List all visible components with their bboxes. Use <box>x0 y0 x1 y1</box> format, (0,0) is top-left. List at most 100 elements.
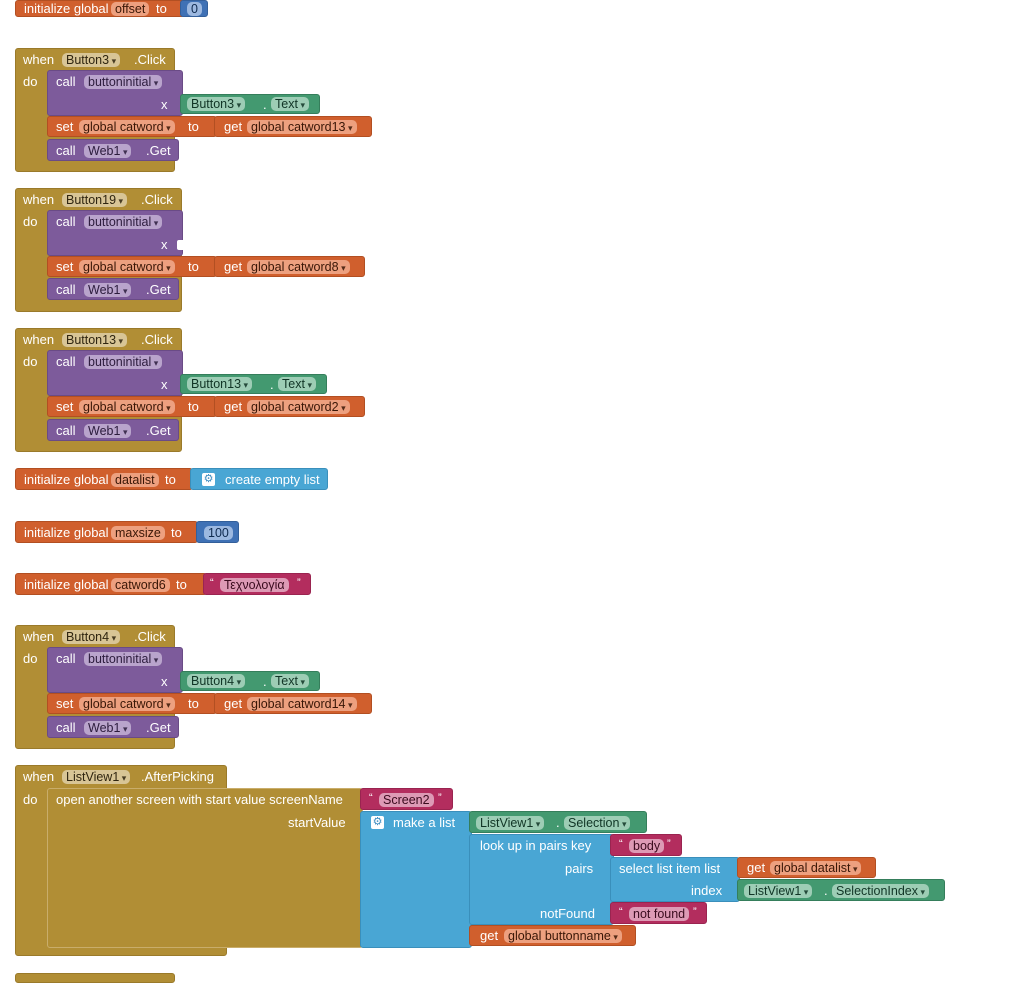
web-method: .Get <box>146 143 171 158</box>
call-buttoninitial-block[interactable]: call buttoninitial x <box>47 210 183 256</box>
component-dropdown[interactable]: Button4 <box>187 674 246 688</box>
global-name-offset[interactable]: offset <box>111 2 150 16</box>
number-value[interactable]: 0 <box>187 2 202 16</box>
global-name-catword6[interactable]: catword6 <box>111 578 170 592</box>
init-keyword: initialize global <box>24 577 109 592</box>
text-block-not-found[interactable]: “ not found ” <box>610 902 707 924</box>
set-global-catword-block[interactable]: set global catword to <box>47 693 217 714</box>
web-component-dropdown[interactable]: Web1 <box>84 424 132 438</box>
call-buttoninitial-block[interactable]: call buttoninitial x <box>47 647 183 693</box>
procedure-dropdown[interactable]: buttoninitial <box>84 215 163 229</box>
get-global-catword14-block[interactable]: get global catword14 <box>214 693 372 714</box>
init-global-datalist-block[interactable]: initialize global datalist to <box>15 468 193 490</box>
call-web1-get-block[interactable]: call Web1 .Get <box>47 139 179 161</box>
web-component-dropdown[interactable]: Web1 <box>84 144 132 158</box>
open-quote: “ <box>210 577 214 589</box>
open-quote: “ <box>369 792 373 804</box>
set-variable-dropdown[interactable]: global catword <box>79 400 175 414</box>
button3-text-getter[interactable]: Button3 . Text <box>180 94 320 114</box>
component-dropdown[interactable]: ListView1 <box>476 816 545 830</box>
set-global-catword-block[interactable]: set global catword to <box>47 116 217 137</box>
procedure-dropdown[interactable]: buttoninitial <box>84 75 163 89</box>
start-value-label: startValue <box>288 815 346 830</box>
get-variable-dropdown[interactable]: global catword13 <box>247 120 357 134</box>
close-quote: ” <box>297 577 301 589</box>
text-value[interactable]: not found <box>629 907 690 921</box>
component-dropdown-button4[interactable]: Button4 <box>62 630 121 644</box>
listview1-selectionindex-getter[interactable]: ListView1 . SelectionIndex <box>737 879 945 901</box>
get-global-catword13-block[interactable]: get global catword13 <box>214 116 372 137</box>
do-keyword: do <box>23 214 38 229</box>
web-component-dropdown[interactable]: Web1 <box>84 283 132 297</box>
property-dropdown[interactable]: SelectionIndex <box>832 884 930 898</box>
component-dropdown[interactable]: Button13 <box>187 377 253 391</box>
number-value[interactable]: 100 <box>204 526 233 540</box>
create-empty-list-block[interactable]: ⚙ create empty list <box>190 468 328 490</box>
init-global-offset-block[interactable]: initialize global offset to <box>15 0 185 17</box>
web-component-dropdown[interactable]: Web1 <box>84 721 132 735</box>
call-web1-get-block[interactable]: call Web1 .Get <box>47 419 179 441</box>
init-global-maxsize-block[interactable]: initialize global maxsize to <box>15 521 198 543</box>
open-screen-label: open another screen with start value scr… <box>56 792 343 807</box>
global-name-datalist[interactable]: datalist <box>111 473 159 487</box>
call-web1-get-block[interactable]: call Web1 .Get <box>47 716 179 738</box>
get-global-datalist-block[interactable]: get global datalist <box>737 857 876 878</box>
number-block-0[interactable]: 0 <box>180 0 208 17</box>
text-block-technology[interactable]: “ Τεχνολογία ” <box>203 573 311 595</box>
get-variable-dropdown[interactable]: global catword14 <box>247 697 357 711</box>
number-block-100[interactable]: 100 <box>196 521 239 543</box>
get-global-catword2-block[interactable]: get global catword2 <box>214 396 365 417</box>
set-variable-dropdown[interactable]: global catword <box>79 120 175 134</box>
text-value[interactable]: Screen2 <box>379 793 434 807</box>
event-name: .Click <box>134 52 166 67</box>
call-buttoninitial-block[interactable]: call buttoninitial x <box>47 70 183 116</box>
call-web1-get-block[interactable]: call Web1 .Get <box>47 278 179 300</box>
component-dropdown-button13[interactable]: Button13 <box>62 333 128 347</box>
property-dropdown[interactable]: Selection <box>564 816 631 830</box>
to-keyword: to <box>165 472 176 487</box>
partial-event-block[interactable] <box>15 973 175 983</box>
text-value[interactable]: body <box>629 839 665 853</box>
text-block-screen2[interactable]: “ Screen2 ” <box>360 788 453 810</box>
do-keyword: do <box>23 74 38 89</box>
param-x-label: x <box>161 674 168 689</box>
get-variable-dropdown[interactable]: global buttonname <box>504 929 622 943</box>
empty-socket[interactable] <box>177 240 183 250</box>
set-global-catword-block[interactable]: set global catword to <box>47 396 217 417</box>
when-keyword: when <box>23 332 55 347</box>
call-buttoninitial-block[interactable]: call buttoninitial x <box>47 350 183 396</box>
lookup-in-pairs-block[interactable]: look up in pairs key pairs notFound <box>469 834 614 925</box>
init-keyword: initialize global <box>24 1 109 16</box>
property-dropdown[interactable]: Text <box>271 97 309 111</box>
text-block-body[interactable]: “ body ” <box>610 834 682 856</box>
component-dropdown[interactable]: Button3 <box>187 97 246 111</box>
open-another-screen-block[interactable]: open another screen with start value scr… <box>47 788 363 948</box>
component-dropdown-button3[interactable]: Button3 <box>62 53 121 67</box>
button13-text-getter[interactable]: Button13 . Text <box>180 374 327 394</box>
get-variable-dropdown[interactable]: global datalist <box>770 861 862 875</box>
text-value[interactable]: Τεχνολογία <box>220 578 289 592</box>
get-variable-dropdown[interactable]: global catword2 <box>247 400 350 414</box>
init-global-catword6-block[interactable]: initialize global catword6 to <box>15 573 207 595</box>
get-global-catword8-block[interactable]: get global catword8 <box>214 256 365 277</box>
set-variable-dropdown[interactable]: global catword <box>79 260 175 274</box>
get-global-buttonname-block[interactable]: get global buttonname <box>469 925 636 946</box>
button4-text-getter[interactable]: Button4 . Text <box>180 671 320 691</box>
component-dropdown-button19[interactable]: Button19 <box>62 193 128 207</box>
set-global-catword-block[interactable]: set global catword to <box>47 256 217 277</box>
procedure-dropdown[interactable]: buttoninitial <box>84 652 163 666</box>
call-keyword: call <box>56 651 76 666</box>
property-dropdown[interactable]: Text <box>278 377 316 391</box>
make-a-list-block[interactable]: ⚙ make a list <box>360 811 472 948</box>
get-variable-dropdown[interactable]: global catword8 <box>247 260 350 274</box>
component-dropdown-listview1[interactable]: ListView1 <box>62 770 131 784</box>
global-name-maxsize[interactable]: maxsize <box>111 526 165 540</box>
select-list-item-block[interactable]: select list item list index <box>610 857 740 902</box>
listview1-selection-getter[interactable]: ListView1 . Selection <box>469 811 647 833</box>
procedure-dropdown[interactable]: buttoninitial <box>84 355 163 369</box>
property-dropdown[interactable]: Text <box>271 674 309 688</box>
dot: . <box>556 815 560 830</box>
to-keyword: to <box>188 399 199 414</box>
set-variable-dropdown[interactable]: global catword <box>79 697 175 711</box>
component-dropdown[interactable]: ListView1 <box>744 884 813 898</box>
